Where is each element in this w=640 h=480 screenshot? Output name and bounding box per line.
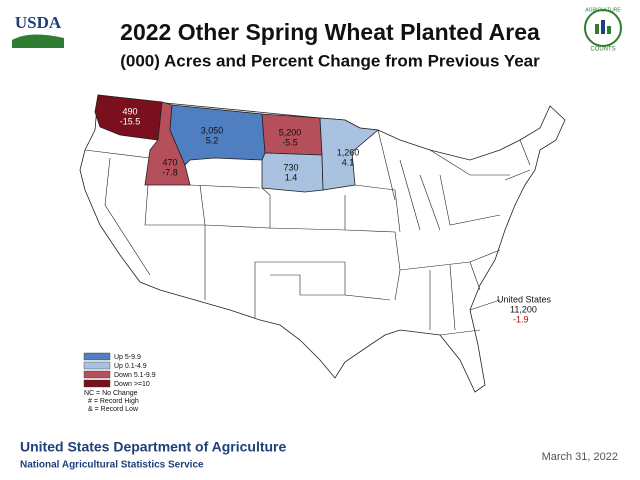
state-change: 5.2 [206, 135, 219, 145]
state-change: 1.4 [285, 172, 298, 182]
legend-label: Up 0.1-4.9 [114, 363, 147, 370]
logo-text: AGRICULTURE [585, 7, 621, 13]
national-total: United States 11,200 -1.9 [497, 294, 552, 324]
footer-service: National Agricultural Statistics Service [20, 460, 204, 471]
legend-note: NC = No Change [84, 390, 138, 397]
state-change: -15.5 [120, 116, 141, 126]
legend-note: & = Record Low [88, 406, 139, 413]
state-acres: 1,260 [337, 147, 360, 157]
title: 2022 Other Spring Wheat Planted Area [120, 19, 540, 45]
us-outline [79, 94, 566, 393]
ag-counts-logo: AGRICULTURE COUNTS [584, 7, 622, 53]
logo-bar [595, 24, 599, 34]
legend-note: # = Record High [88, 398, 139, 405]
logo-field [12, 34, 64, 48]
logo-text: COUNTS [590, 47, 615, 53]
national-label: United States [497, 294, 552, 304]
usda-logo: USDA [12, 12, 64, 48]
legend: Up 5-9.9 Up 0.1-4.9 Down 5.1-9.9 Down >=10 N… [83, 352, 156, 413]
subtitle: (000) Acres and Percent Change from Prev… [120, 51, 540, 70]
footer-date: March 31, 2022 [542, 451, 618, 463]
state-change: -7.8 [162, 167, 178, 177]
legend-label: Down >=10 [114, 381, 150, 388]
state-borders [84, 129, 531, 336]
footer-agency: United States Department of Agriculture [20, 439, 287, 455]
state-change: 4.1 [342, 157, 355, 167]
legend-label: Up 5-9.9 [114, 354, 141, 361]
state-change: -5.5 [282, 137, 298, 147]
state-acres: 730 [283, 162, 298, 172]
legend-swatch [83, 379, 111, 388]
legend-swatch [83, 361, 111, 370]
national-acres: 11,200 [510, 304, 537, 314]
national-change: -1.9 [513, 314, 529, 324]
state-acres: 470 [162, 157, 177, 167]
logo-text: USDA [15, 13, 62, 32]
logo-bar [607, 26, 611, 34]
legend-label: Down 5.1-9.9 [114, 372, 156, 379]
logo-bar [601, 20, 605, 34]
logo-ring [584, 9, 622, 47]
legend-swatch [83, 352, 111, 361]
state-acres: 5,200 [279, 127, 302, 137]
state [319, 117, 379, 191]
state-acres: 490 [122, 106, 137, 116]
state-acres: 3,050 [201, 125, 224, 135]
legend-swatch [83, 370, 111, 379]
